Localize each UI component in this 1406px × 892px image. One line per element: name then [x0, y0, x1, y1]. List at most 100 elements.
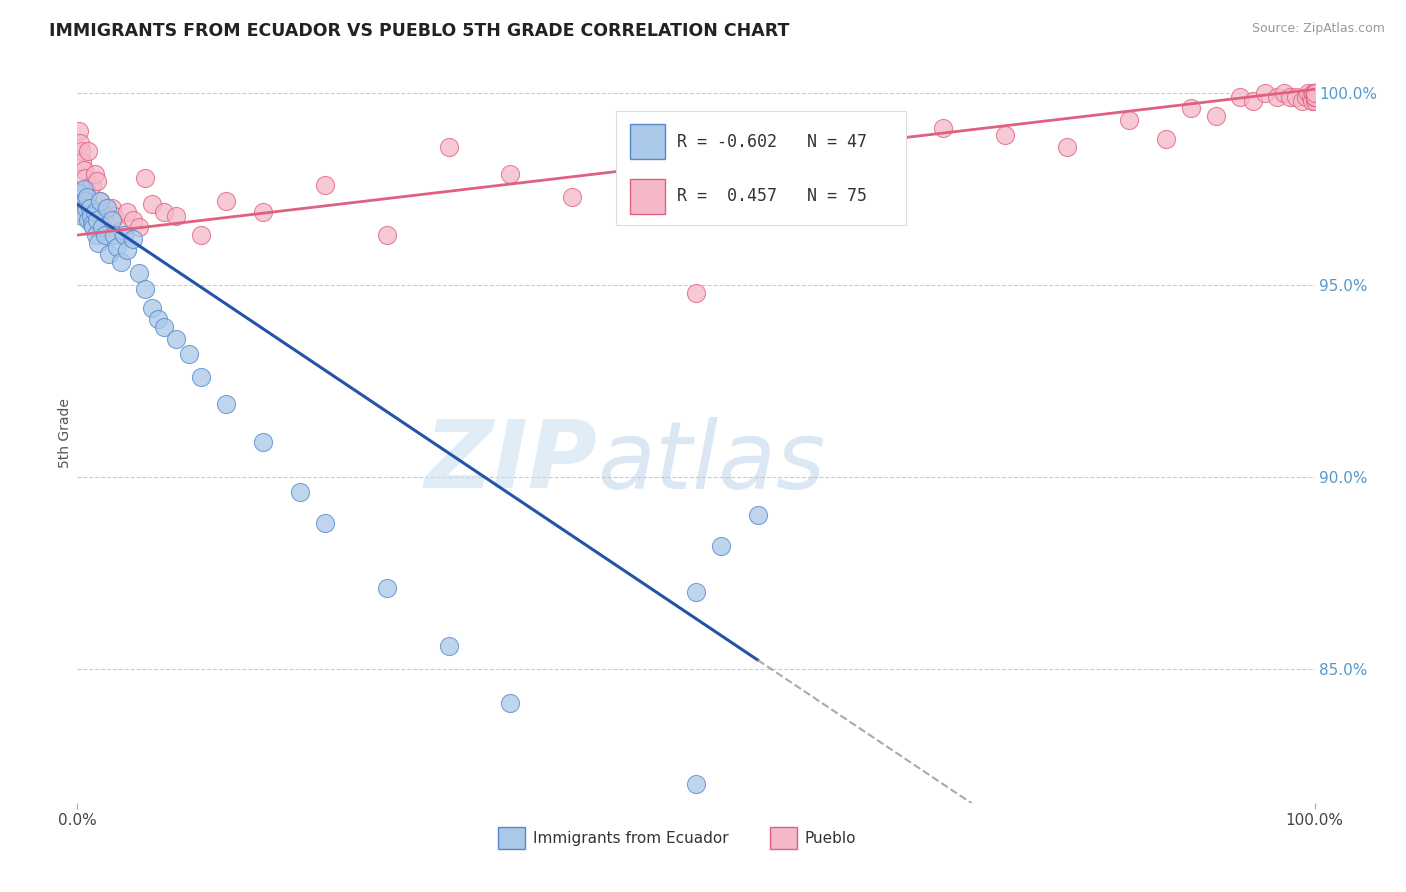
Point [177, 347, 200, 361]
Text: Source: ZipAtlas.com: Source: ZipAtlas.com [1251, 22, 1385, 36]
Point [165, 209, 187, 223]
Point [98, 247, 121, 261]
Point [1303, 90, 1326, 104]
Point [685, 776, 707, 790]
Point [141, 301, 163, 315]
Point [1303, 90, 1326, 104]
Bar [616, 111, 907, 226]
Point [80, 209, 103, 223]
Point [75, 201, 97, 215]
Point [1056, 140, 1078, 154]
Point [252, 435, 274, 450]
Point [1241, 94, 1264, 108]
Point [994, 128, 1017, 143]
Point [190, 228, 212, 243]
Point [215, 397, 238, 411]
Point [808, 201, 831, 215]
Point [103, 228, 125, 243]
Point [115, 205, 138, 219]
Point [190, 370, 212, 384]
Point [112, 228, 135, 243]
Point [82, 217, 104, 231]
Point [93, 228, 115, 243]
Point [83, 205, 105, 219]
Point [72, 209, 94, 223]
Point [1303, 86, 1326, 100]
Point [932, 120, 955, 135]
Point [1299, 90, 1322, 104]
Point [252, 205, 274, 219]
Text: R =  0.457   N = 75: R = 0.457 N = 75 [678, 187, 868, 205]
Point [1229, 90, 1251, 104]
Point [134, 282, 156, 296]
Point [747, 508, 769, 522]
Point [1303, 86, 1326, 100]
Point [70, 144, 93, 158]
Bar [630, 124, 665, 160]
Point [89, 194, 111, 208]
Point [165, 332, 187, 346]
Text: atlas: atlas [598, 417, 825, 508]
Point [685, 584, 707, 599]
Point [1272, 86, 1295, 100]
Point [288, 485, 311, 500]
Text: Pueblo: Pueblo [804, 830, 856, 846]
Point [101, 212, 124, 227]
Point [1303, 86, 1326, 100]
Point [215, 194, 238, 208]
Point [1301, 94, 1323, 108]
Point [76, 190, 98, 204]
Point [375, 581, 398, 595]
Point [93, 212, 115, 227]
Point [115, 244, 138, 258]
Point [75, 182, 97, 196]
Point [437, 639, 460, 653]
Point [134, 170, 156, 185]
Point [73, 194, 96, 208]
Point [97, 220, 120, 235]
Point [91, 205, 114, 219]
Point [84, 228, 107, 243]
Y-axis label: 5th Grade: 5th Grade [58, 398, 72, 467]
Point [314, 178, 336, 193]
Point [1303, 90, 1326, 104]
Text: ZIP: ZIP [425, 417, 598, 508]
Point [67, 186, 90, 200]
Point [1303, 86, 1326, 100]
Point [870, 124, 893, 138]
Point [86, 212, 108, 227]
Bar [770, 827, 797, 849]
Point [153, 205, 176, 219]
Point [1303, 86, 1326, 100]
Point [83, 167, 105, 181]
Point [710, 539, 733, 553]
Point [153, 320, 176, 334]
Point [82, 220, 104, 235]
Point [72, 182, 94, 196]
Text: Immigrants from Ecuador: Immigrants from Ecuador [533, 830, 728, 846]
Point [67, 124, 90, 138]
Point [79, 201, 101, 215]
Point [72, 155, 94, 169]
Point [96, 201, 118, 215]
Point [1303, 90, 1326, 104]
Point [122, 232, 145, 246]
Point [128, 267, 150, 281]
Point [110, 224, 132, 238]
Point [1303, 86, 1326, 100]
Point [82, 178, 104, 193]
Point [437, 140, 460, 154]
Point [101, 201, 124, 215]
Point [91, 220, 114, 235]
Point [1267, 90, 1289, 104]
Point [86, 174, 108, 188]
Point [499, 696, 522, 710]
Point [1303, 90, 1326, 104]
Point [105, 239, 128, 253]
Point [499, 167, 522, 181]
Point [70, 205, 93, 219]
Point [1278, 90, 1301, 104]
Point [375, 228, 398, 243]
Point [685, 285, 707, 300]
Point [77, 212, 100, 227]
